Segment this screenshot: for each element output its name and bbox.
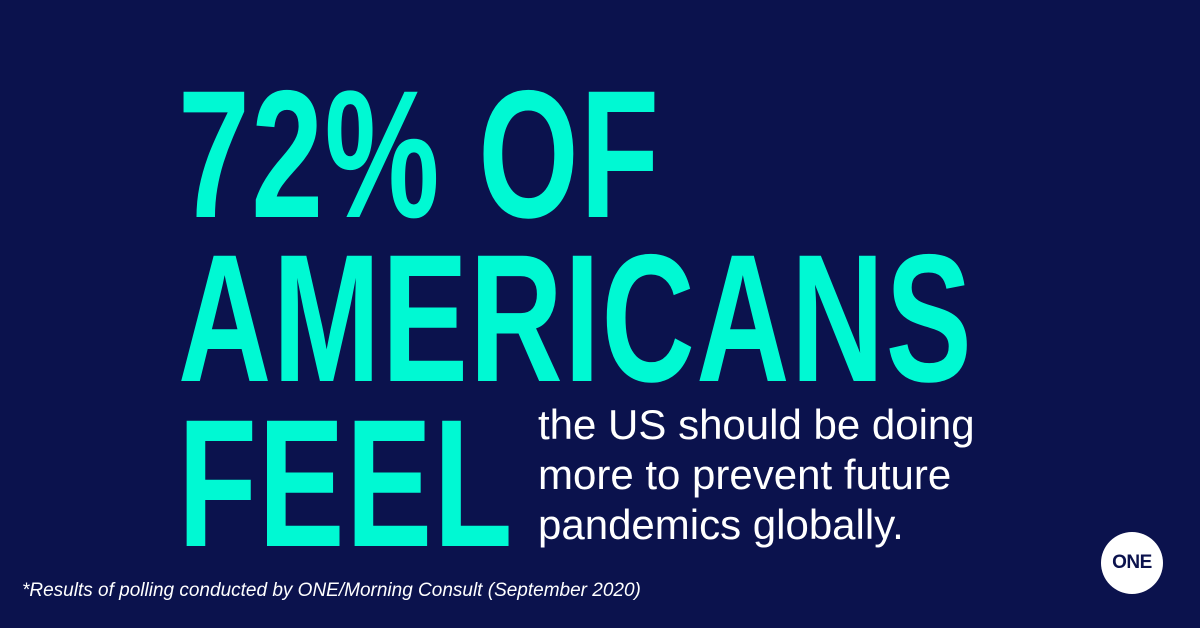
headline-line-feel: FEEL: [178, 381, 514, 585]
one-logo: ONE: [1101, 532, 1163, 594]
source-footnote: *Results of polling conducted by ONE/Mor…: [22, 580, 641, 601]
supporting-statement-line: the US should be doing: [538, 401, 975, 448]
headline-line-americans: AMERICANS: [178, 216, 974, 420]
supporting-statement-line: more to prevent future: [538, 451, 952, 498]
supporting-statement: the US should be doing more to prevent f…: [538, 400, 1058, 550]
one-logo-text: ONE: [1112, 552, 1152, 573]
supporting-statement-line: pandemics globally.: [538, 501, 904, 548]
headline-line-percentage: 72% OF: [178, 52, 661, 256]
